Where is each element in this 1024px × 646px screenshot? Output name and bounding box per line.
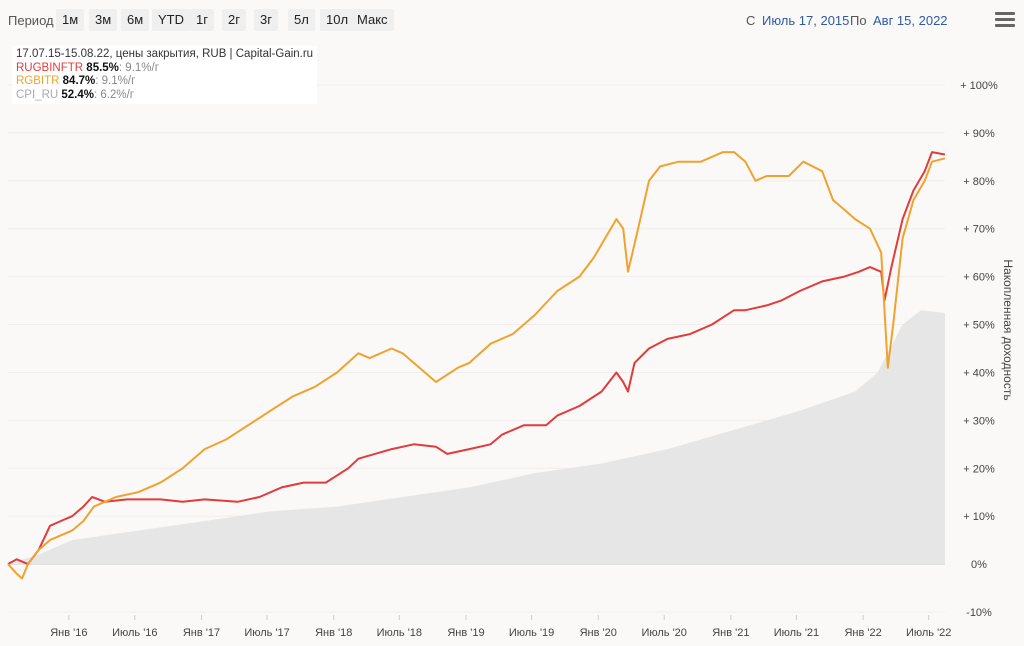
legend-name: RGBITR xyxy=(16,75,60,87)
to-date-input[interactable]: Авг 15, 2022 xyxy=(873,13,948,28)
x-tick-label: Янв '17 xyxy=(183,627,220,639)
period-label: Период xyxy=(8,13,54,28)
x-tick-label: Янв '19 xyxy=(447,627,484,639)
y-tick-label: + 100% xyxy=(960,80,998,92)
y-tick-label: + 30% xyxy=(963,415,995,427)
cpi-area xyxy=(8,310,945,565)
x-axis-ticks: Янв '16 Июль '16 Янв '17 Июль '17 Янв '18 Июл… xyxy=(50,615,951,639)
x-tick-label: Июль '19 xyxy=(509,627,554,639)
legend-rate: : 9.1%/г xyxy=(118,61,159,74)
legend-item-rugbinftr[interactable]: RUGBINFTR 85.5%: 9.1%/г xyxy=(16,62,313,76)
range-button-10y[interactable]: 10л xyxy=(320,9,355,31)
legend-rate: : 9.1%/г xyxy=(95,75,136,87)
y-tick-label: -10% xyxy=(966,607,992,619)
y-tick-label: 0% xyxy=(971,559,987,571)
y-tick-label: + 20% xyxy=(963,463,995,475)
range-toolbar: Период 1м 3м 6м YTD 1г 2г 3г 5л 10л Макс… xyxy=(0,0,1024,40)
from-label: С xyxy=(746,13,756,28)
x-tick-label: Июль '20 xyxy=(641,627,686,639)
x-tick-label: Июль '22 xyxy=(906,627,951,639)
x-tick-label: Янв '22 xyxy=(844,627,881,639)
x-tick-label: Янв '18 xyxy=(315,627,352,639)
x-tick-label: Июль '18 xyxy=(377,627,422,639)
y-tick-label: + 90% xyxy=(963,128,995,140)
x-tick-label: Июль '17 xyxy=(244,627,289,639)
y-tick-label: + 40% xyxy=(963,367,995,379)
legend-name: CPI_RU xyxy=(16,88,59,101)
series-line-rugbinftr xyxy=(7,151,946,566)
range-button-2y[interactable]: 2г xyxy=(222,9,246,31)
x-tick-label: Янв '21 xyxy=(712,627,749,639)
x-tick-label: Июль '16 xyxy=(112,627,157,639)
legend-total: 84.7% xyxy=(62,75,96,87)
x-tick-label: Янв '16 xyxy=(50,627,87,639)
range-button-ytd[interactable]: YTD xyxy=(152,9,190,31)
range-button-3y[interactable]: 3г xyxy=(254,9,278,31)
series-lines xyxy=(7,151,946,580)
y-axis-label: Накопленная доходность xyxy=(1001,259,1015,400)
legend-item-cpi-ru[interactable]: CPI_RU 52.4%: 6.2%/г xyxy=(16,89,313,103)
range-button-3m[interactable]: 3м xyxy=(89,9,118,31)
legend: 17.07.15-15.08.22, цены закрытия, RUB | … xyxy=(12,46,318,104)
legend-total: 85.5% xyxy=(86,61,119,74)
y-axis-ticks: -10% 0% + 10% + 20% + 30% + 40% + 50% + 60% + 70… xyxy=(960,80,998,619)
legend-rate: : 6.2%/г xyxy=(94,88,134,101)
to-label: По xyxy=(850,13,867,28)
from-date-input[interactable]: Июль 17, 2015 xyxy=(762,13,850,28)
range-button-1y[interactable]: 1г xyxy=(190,9,214,31)
range-button-1m[interactable]: 1м xyxy=(56,9,85,31)
legend-name: RUGBINFTR xyxy=(16,61,84,74)
hamburger-icon[interactable] xyxy=(995,12,1015,28)
legend-item-rgbitr[interactable]: RGBITR 84.7%: 9.1%/г xyxy=(16,75,313,89)
cpi-ru-area xyxy=(8,310,945,565)
legend-total: 52.4% xyxy=(61,88,94,101)
y-tick-label: + 80% xyxy=(963,176,995,188)
range-button-5y[interactable]: 5л xyxy=(288,9,315,31)
range-button-max[interactable]: Макс xyxy=(351,9,394,31)
x-tick-label: Июль '21 xyxy=(774,627,819,639)
x-tick-label: Янв '20 xyxy=(580,627,617,639)
y-tick-label: + 10% xyxy=(963,511,995,523)
range-button-6m[interactable]: 6м xyxy=(121,9,150,31)
y-tick-label: + 70% xyxy=(963,224,995,236)
series-line-rgbitr xyxy=(7,151,946,580)
y-tick-label: + 60% xyxy=(963,272,995,284)
y-tick-label: + 50% xyxy=(963,320,995,332)
legend-header: 17.07.15-15.08.22, цены закрытия, RUB | … xyxy=(16,48,314,60)
